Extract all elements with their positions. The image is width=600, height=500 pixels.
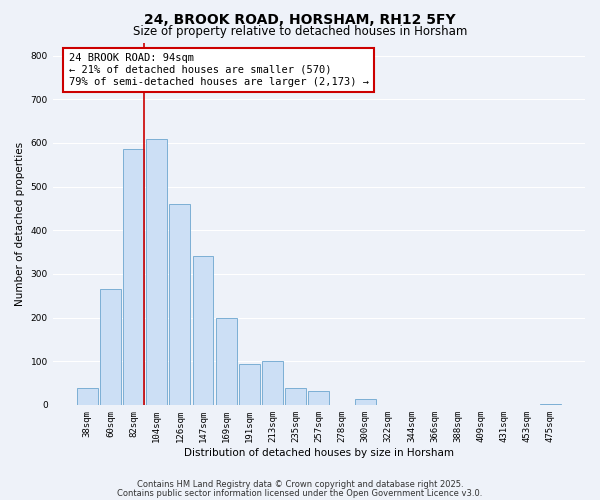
Bar — [193, 256, 214, 405]
Bar — [146, 138, 167, 405]
Bar — [100, 289, 121, 405]
Bar — [77, 388, 98, 405]
Bar — [308, 391, 329, 405]
Text: Contains HM Land Registry data © Crown copyright and database right 2025.: Contains HM Land Registry data © Crown c… — [137, 480, 463, 489]
Y-axis label: Number of detached properties: Number of detached properties — [15, 142, 25, 306]
Bar — [285, 388, 306, 405]
Bar — [239, 364, 260, 405]
Text: Size of property relative to detached houses in Horsham: Size of property relative to detached ho… — [133, 25, 467, 38]
Bar — [123, 150, 144, 405]
Text: 24, BROOK ROAD, HORSHAM, RH12 5FY: 24, BROOK ROAD, HORSHAM, RH12 5FY — [144, 12, 456, 26]
Bar — [355, 398, 376, 405]
Bar — [216, 318, 236, 405]
Bar — [540, 404, 561, 405]
Bar — [262, 361, 283, 405]
Bar — [169, 204, 190, 405]
Text: 24 BROOK ROAD: 94sqm
← 21% of detached houses are smaller (570)
79% of semi-deta: 24 BROOK ROAD: 94sqm ← 21% of detached h… — [68, 54, 368, 86]
X-axis label: Distribution of detached houses by size in Horsham: Distribution of detached houses by size … — [184, 448, 454, 458]
Text: Contains public sector information licensed under the Open Government Licence v3: Contains public sector information licen… — [118, 488, 482, 498]
